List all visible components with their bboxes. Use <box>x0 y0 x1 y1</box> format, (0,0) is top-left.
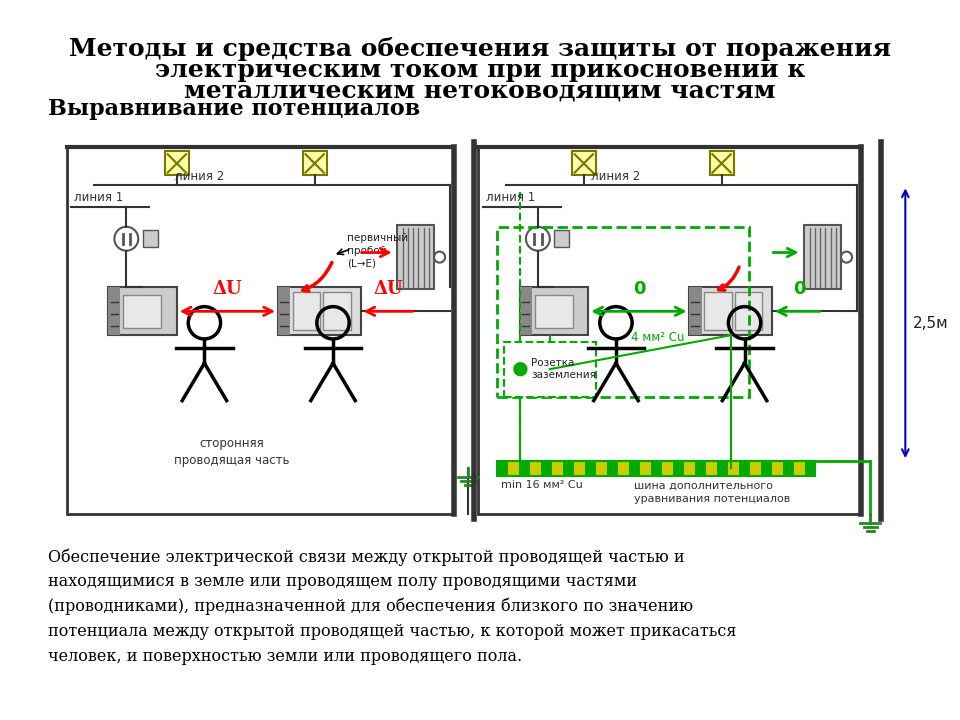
Bar <box>496 461 508 476</box>
Bar <box>783 461 794 476</box>
Bar <box>563 461 574 476</box>
Bar <box>709 151 733 176</box>
Bar <box>540 461 552 476</box>
Text: Методы и средства обеспечения защиты от поражения: Методы и средства обеспечения защиты от … <box>69 37 891 60</box>
Bar <box>143 230 157 247</box>
Text: электрическим током при прикосновении к: электрическим током при прикосновении к <box>155 58 805 82</box>
Text: Розетка
заземления: Розетка заземления <box>532 358 596 380</box>
Bar <box>108 287 120 336</box>
Bar <box>123 294 161 328</box>
Text: линия 1: линия 1 <box>74 191 123 204</box>
Text: шина дополнительного
уравнивания потенциалов: шина дополнительного уравнивания потенци… <box>635 480 791 503</box>
Bar <box>324 292 350 330</box>
Text: человек, и поверхностью земли или проводящего пола.: человек, и поверхностью земли или провод… <box>48 647 522 665</box>
Bar <box>607 461 618 476</box>
Bar <box>705 292 732 330</box>
Bar <box>629 461 639 476</box>
Text: min 16 мм² Cu: min 16 мм² Cu <box>501 480 583 490</box>
Bar <box>504 341 596 397</box>
Bar <box>293 292 320 330</box>
Text: линия 2: линия 2 <box>591 170 640 183</box>
Text: 2,5м: 2,5м <box>913 316 948 330</box>
Bar <box>108 287 177 336</box>
Bar <box>277 287 361 336</box>
Bar <box>302 151 326 176</box>
Bar <box>397 225 434 289</box>
Bar <box>555 230 569 247</box>
Bar <box>585 461 596 476</box>
Bar <box>761 461 772 476</box>
Bar <box>572 151 596 176</box>
Text: первичный
пробой
(L→E): первичный пробой (L→E) <box>347 233 408 268</box>
Bar <box>519 287 532 336</box>
Text: линия 2: линия 2 <box>175 170 225 183</box>
Bar <box>739 461 750 476</box>
Text: Обеспечение электрической связи между открытой проводящей частью и: Обеспечение электрической связи между от… <box>48 549 684 566</box>
Circle shape <box>514 363 527 376</box>
Bar <box>717 461 728 476</box>
Text: 0: 0 <box>793 281 806 299</box>
Text: линия 1: линия 1 <box>486 191 535 204</box>
Text: 4 мм² Cu: 4 мм² Cu <box>631 330 684 343</box>
Bar <box>805 461 816 476</box>
Text: сторонняя
проводящая часть: сторонняя проводящая часть <box>174 437 290 467</box>
Bar <box>277 287 290 336</box>
Bar <box>165 151 189 176</box>
Bar <box>695 461 706 476</box>
Bar <box>689 287 772 336</box>
Bar <box>651 461 661 476</box>
Bar <box>496 461 815 476</box>
Bar <box>735 292 762 330</box>
Text: металлическим нетоководящим частям: металлическим нетоководящим частям <box>184 79 776 103</box>
Bar <box>66 147 454 514</box>
Bar <box>673 461 684 476</box>
Bar <box>804 225 841 289</box>
Bar <box>518 461 530 476</box>
Text: Выравнивание потенциалов: Выравнивание потенциалов <box>48 98 420 120</box>
Text: находящимися в земле или проводящем полу проводящими частями: находящимися в земле или проводящем полу… <box>48 573 637 590</box>
Bar <box>689 287 702 336</box>
Text: ΔU: ΔU <box>373 281 403 299</box>
Bar <box>496 227 749 397</box>
Text: потенциала между открытой проводящей частью, к которой может прикасаться: потенциала между открытой проводящей час… <box>48 623 736 640</box>
Bar <box>478 147 861 514</box>
Bar <box>519 287 588 336</box>
Text: 0: 0 <box>633 281 645 299</box>
Bar <box>535 294 572 328</box>
Text: ΔU: ΔU <box>212 281 242 299</box>
Text: (проводниками), предназначенной для обеспечения близкого по значению: (проводниками), предназначенной для обес… <box>48 598 693 616</box>
